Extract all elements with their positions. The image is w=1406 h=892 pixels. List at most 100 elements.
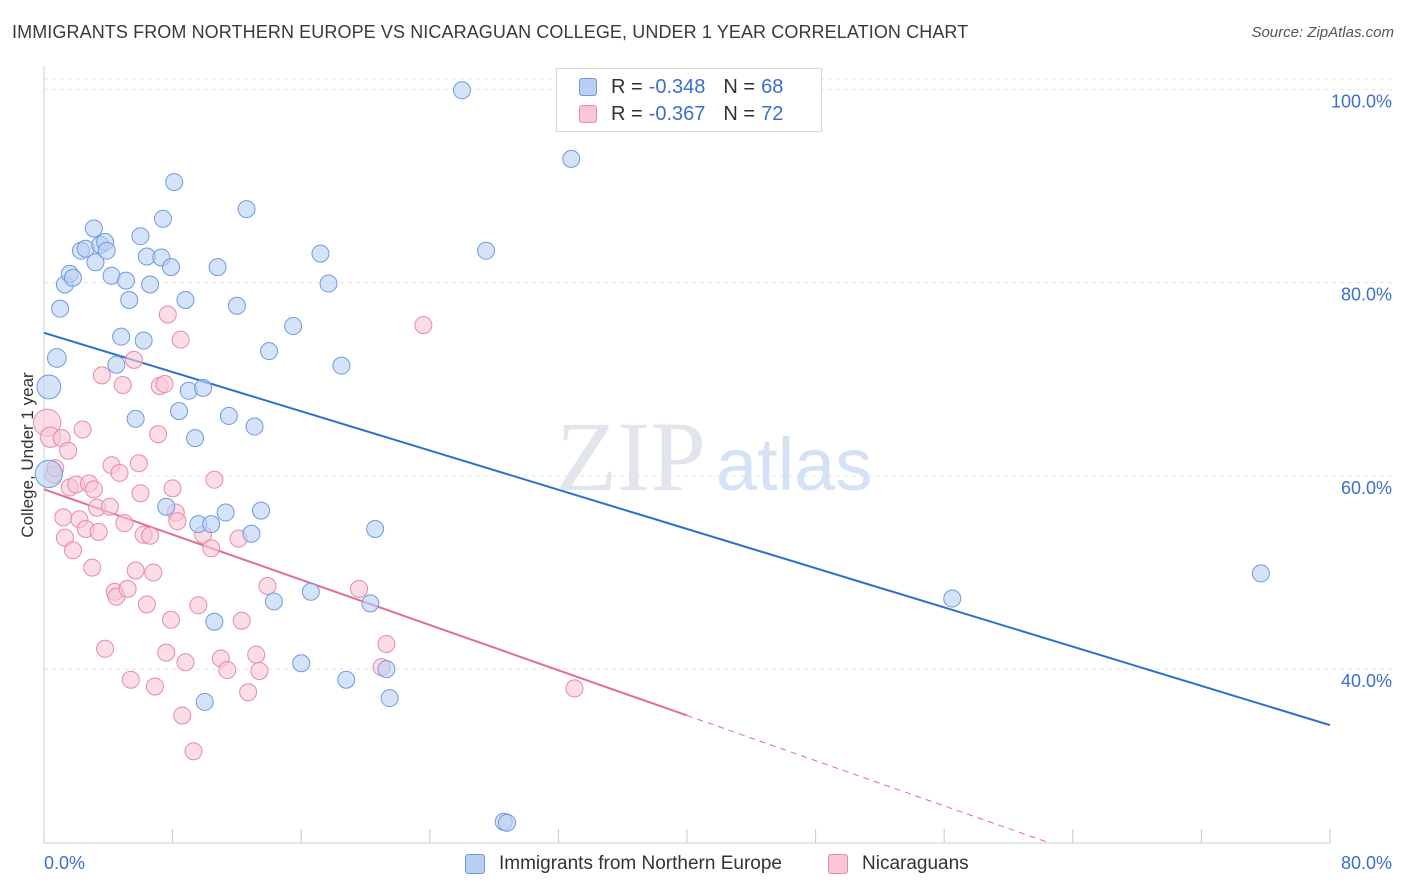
legend-label-immigrants: Immigrants from Northern Europe	[499, 853, 782, 874]
point-immigrants	[264, 592, 283, 611]
point-nicaraguans	[63, 541, 82, 560]
point-nicaraguans	[118, 579, 137, 598]
point-immigrants	[311, 244, 330, 263]
point-nicaraguans	[232, 611, 251, 630]
point-nicaraguans	[158, 305, 177, 324]
point-immigrants	[36, 374, 62, 400]
point-nicaraguans	[239, 683, 258, 702]
legend-n-value: 72	[761, 102, 784, 125]
point-nicaraguans	[55, 528, 74, 547]
point-immigrants	[242, 524, 261, 543]
point-nicaraguans	[96, 639, 115, 658]
point-immigrants	[86, 253, 105, 272]
point-nicaraguans	[125, 350, 144, 369]
point-immigrants	[361, 594, 380, 613]
point-immigrants	[216, 503, 235, 522]
legend-swatch-pink	[828, 854, 848, 874]
point-nicaraguans	[258, 576, 277, 595]
point-immigrants	[260, 342, 279, 361]
legend-row-blue: R = -0.348 N = 68	[579, 75, 789, 99]
point-nicaraguans	[218, 661, 237, 680]
point-nicaraguans	[145, 677, 164, 696]
point-immigrants	[380, 689, 399, 708]
point-immigrants	[332, 356, 351, 375]
point-immigrants	[170, 402, 189, 421]
point-nicaraguans	[141, 526, 160, 545]
point-nicaraguans	[155, 375, 174, 394]
point-immigrants	[205, 612, 224, 631]
legend-n-label: N =	[723, 75, 756, 98]
point-immigrants	[34, 459, 63, 488]
source-label: Source: ZipAtlas.com	[1251, 24, 1394, 41]
point-immigrants	[186, 429, 205, 448]
point-immigrants	[153, 209, 172, 228]
point-nicaraguans	[84, 480, 103, 499]
point-immigrants	[195, 692, 214, 711]
point-immigrants	[208, 258, 227, 277]
point-immigrants	[319, 274, 338, 293]
point-nicaraguans	[205, 470, 224, 489]
point-nicaraguans	[83, 558, 102, 577]
point-immigrants	[202, 515, 221, 534]
watermark-atlas: atlas	[716, 423, 872, 506]
point-immigrants	[107, 355, 126, 374]
point-immigrants	[194, 378, 213, 397]
legend-r-value: -0.348	[648, 75, 706, 98]
trendline-nicaraguans-extension	[686, 714, 1050, 844]
point-nicaraguans	[250, 662, 269, 681]
point-nicaraguans	[173, 706, 192, 725]
tick-label-layer: 40.0% 60.0% 80.0% 100.0% 0.0% 80.0%	[44, 91, 1392, 873]
point-immigrants	[452, 81, 471, 100]
y-axis-label: College, Under 1 year	[18, 372, 37, 538]
legend-swatch-pink	[579, 105, 597, 123]
legend-row-pink: R = -0.367 N = 72	[579, 102, 789, 126]
point-immigrants	[292, 654, 311, 673]
point-immigrants	[245, 417, 264, 436]
point-immigrants	[497, 813, 516, 832]
point-immigrants	[134, 331, 153, 350]
point-immigrants	[477, 241, 496, 260]
point-nicaraguans	[110, 463, 129, 482]
point-nicaraguans	[157, 643, 176, 662]
point-immigrants	[51, 299, 70, 318]
point-immigrants	[84, 219, 103, 238]
point-nicaraguans	[184, 742, 203, 761]
legend-r-label: R =	[611, 102, 643, 125]
point-immigrants	[47, 348, 67, 368]
point-immigrants	[112, 327, 131, 346]
legend-n-label: N =	[723, 102, 756, 125]
legend-label-nicaraguans: Nicaraguans	[862, 853, 969, 874]
y-tick-label: 80.0%	[1341, 285, 1392, 305]
point-nicaraguans	[115, 514, 134, 533]
point-nicaraguans	[73, 420, 92, 439]
point-nicaraguans	[129, 454, 148, 473]
point-immigrants	[131, 227, 150, 246]
point-nicaraguans	[414, 316, 433, 335]
point-immigrants	[141, 275, 160, 294]
point-nicaraguans	[149, 425, 168, 444]
point-nicaraguans	[92, 366, 111, 385]
legend-n-value: 68	[761, 75, 784, 98]
point-nicaraguans	[565, 679, 584, 698]
point-immigrants	[161, 258, 180, 277]
x-tick-label: 80.0%	[1341, 853, 1392, 873]
point-immigrants	[301, 582, 320, 601]
point-nicaraguans	[163, 479, 182, 498]
axis-layer	[43, 66, 1331, 844]
point-immigrants	[227, 296, 246, 315]
point-nicaraguans	[89, 522, 108, 541]
point-immigrants	[219, 406, 238, 425]
point-immigrants	[120, 290, 139, 309]
point-nicaraguans	[100, 497, 119, 516]
point-nicaraguans	[377, 634, 396, 653]
point-immigrants	[562, 149, 581, 168]
point-nicaraguans	[131, 484, 150, 503]
point-nicaraguans	[189, 596, 208, 615]
point-immigrants	[337, 670, 356, 689]
grid-layer	[44, 78, 1392, 670]
point-immigrants	[943, 589, 962, 608]
point-nicaraguans	[59, 441, 78, 460]
point-nicaraguans	[121, 670, 140, 689]
chart-title: IMMIGRANTS FROM NORTHERN EUROPE VS NICAR…	[12, 22, 969, 42]
point-immigrants	[116, 271, 135, 290]
